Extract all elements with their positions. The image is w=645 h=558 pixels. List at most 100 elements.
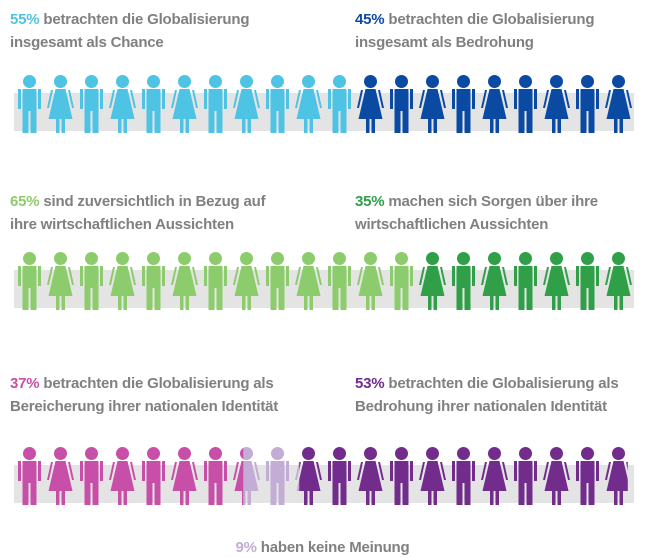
person-man (576, 89, 599, 133)
series-name: machen sich Sorgen über ihre wirtschaftl… (355, 193, 598, 233)
person-head (240, 252, 253, 265)
person-woman (605, 266, 632, 310)
person-woman (357, 461, 384, 505)
person-head (54, 252, 67, 265)
person-woman (47, 461, 74, 505)
person-head (85, 252, 98, 265)
person-head (395, 252, 408, 265)
person-man (142, 266, 165, 310)
person-head (243, 447, 253, 460)
series-label: 53% betrachten die Globalisierung als Be… (355, 372, 640, 418)
person-head (147, 75, 160, 88)
person-head (147, 252, 160, 265)
person-woman (47, 89, 74, 133)
person-man (328, 89, 351, 133)
person-man (204, 461, 227, 505)
person-man (514, 461, 537, 505)
person-head (302, 75, 315, 88)
person-woman (171, 89, 198, 133)
person-head (519, 447, 532, 460)
background-band (14, 270, 634, 308)
percent-label: 45% (355, 11, 385, 28)
percent-label: 53% (355, 375, 385, 392)
person-man (452, 461, 475, 505)
person-woman (605, 461, 628, 505)
series-name: betrachten die Globalisierung insgesamt … (10, 11, 250, 51)
person-head (426, 447, 439, 460)
series-name: haben keine Meinung (260, 539, 410, 556)
person-head (488, 447, 501, 460)
person-head (550, 447, 563, 460)
person-head (488, 252, 501, 265)
person-head (23, 75, 36, 88)
person-head (457, 75, 470, 88)
segment (357, 75, 632, 133)
person-man (266, 266, 289, 310)
segment (18, 252, 413, 310)
person-head (271, 447, 284, 460)
person-head (612, 252, 625, 265)
person-woman (233, 461, 244, 505)
person-woman (419, 461, 446, 505)
person-head (581, 447, 594, 460)
person-head (550, 75, 563, 88)
person-woman (605, 89, 632, 133)
segment (243, 447, 300, 505)
person-man (514, 266, 537, 310)
person-head (364, 447, 377, 460)
person-woman (543, 461, 570, 505)
person-man (514, 89, 537, 133)
person-head (178, 447, 191, 460)
person-man (80, 461, 103, 505)
person-head (147, 447, 160, 460)
series-label: 35% machen sich Sorgen über ihre wirtsch… (355, 190, 640, 236)
person-woman (295, 89, 322, 133)
percent-label: 9% (235, 539, 257, 556)
person-head (240, 447, 244, 460)
person-head (612, 75, 625, 88)
person-head (240, 75, 253, 88)
series-label: 45% betrachten die Globalisierung insges… (355, 8, 640, 54)
person-woman (357, 266, 384, 310)
series-name: sind zuversichtlich in Bezug auf ihre wi… (10, 193, 266, 233)
person-man (80, 266, 103, 310)
person-head (333, 252, 346, 265)
person-woman (47, 266, 74, 310)
segment (419, 252, 632, 310)
person-head (54, 447, 67, 460)
person-man (142, 89, 165, 133)
person-head (364, 75, 377, 88)
person-head (581, 75, 594, 88)
person-head (333, 75, 346, 88)
person-woman (419, 266, 446, 310)
series-label: 55% betrachten die Globalisierung insges… (10, 8, 295, 54)
person-man (576, 461, 599, 505)
person-woman (357, 89, 384, 133)
series-name: betrachten die Globalisierung als Bedroh… (355, 375, 619, 415)
person-man (204, 89, 227, 133)
person-woman (109, 461, 136, 505)
person-man (390, 266, 413, 310)
person-man (576, 266, 599, 310)
person-woman (543, 266, 570, 310)
person-woman (171, 461, 198, 505)
person-head (426, 75, 439, 88)
person-head (302, 447, 315, 460)
person-man (266, 89, 289, 133)
person-woman (481, 89, 508, 133)
person-man (328, 461, 351, 505)
person-woman (543, 89, 570, 133)
person-man (204, 266, 227, 310)
person-head (550, 252, 563, 265)
person-head (178, 75, 191, 88)
person-head (209, 252, 222, 265)
percent-label: 65% (10, 193, 40, 210)
person-head (457, 252, 470, 265)
person-man (18, 266, 41, 310)
person-head (395, 447, 408, 460)
person-woman (481, 461, 508, 505)
person-head (364, 252, 377, 265)
person-man (452, 89, 475, 133)
